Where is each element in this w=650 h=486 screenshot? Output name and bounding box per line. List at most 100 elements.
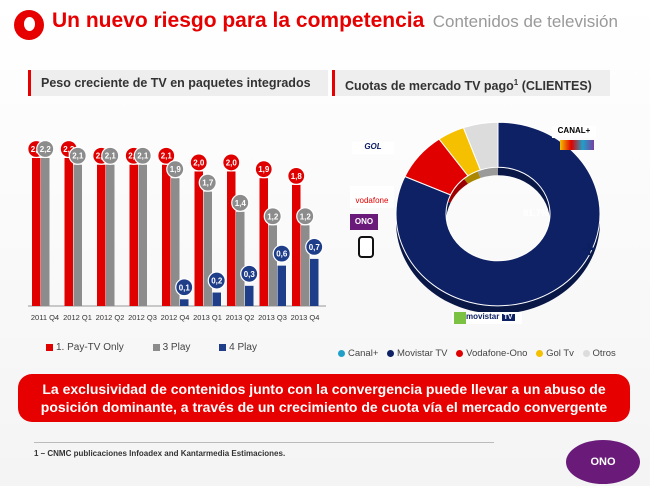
canal-logo: CANAL+	[552, 126, 596, 138]
legend-item-canal: Canal+	[338, 348, 378, 359]
data-label-2-3: 2,1	[137, 152, 149, 161]
bar-3-7	[277, 265, 286, 306]
title-subtitle: Contenidos de televisión	[432, 12, 618, 31]
data-label-bg-3-7	[272, 244, 291, 263]
pie-data-label: 81,7%	[523, 208, 549, 218]
right-section-title: Cuotas de mercado TV pago1 (CLIENTES)	[332, 70, 610, 96]
legend-item-otros: Otros	[582, 348, 616, 359]
bar-1-0	[32, 158, 41, 306]
data-label-bg-2-1	[68, 146, 87, 165]
legend-swatch-3play	[152, 343, 160, 351]
bar-1-4	[162, 164, 171, 306]
page-title: Un nuevo riesgo para la competencia Cont…	[52, 9, 618, 33]
data-label-bg-2-3	[133, 146, 152, 165]
bar-3-4	[180, 299, 189, 306]
bar-1-1	[64, 158, 73, 306]
data-label-3-8: 0,7	[309, 243, 321, 252]
movistar-logo-text: movistar	[466, 312, 500, 321]
bar-2-5	[203, 191, 212, 306]
legend-dot-movistar	[387, 349, 395, 357]
x-tick-label-6: 2013 Q2	[226, 313, 255, 322]
x-tick-label-7: 2013 Q3	[258, 313, 287, 322]
footnote: 1 – CNMC publicaciones Infoadex and Kant…	[34, 449, 286, 458]
bar-2-3	[138, 164, 147, 306]
x-tick-label-0: 2011 Q4	[31, 313, 59, 322]
data-label-3-7: 0,6	[276, 250, 288, 259]
x-tick-label-1: 2012 Q1	[63, 313, 92, 322]
legend-dot-vodafone	[456, 349, 464, 357]
data-label-1-1: 2,2	[63, 145, 75, 154]
legend-item-gol: Gol Tv	[536, 348, 574, 359]
right-section-title-sup: 1	[513, 78, 519, 87]
bar-1-5	[194, 171, 203, 306]
bar-1-8	[292, 184, 301, 306]
pie-slice-4	[462, 121, 499, 171]
plus-icon: +	[582, 236, 597, 263]
data-label-1-7: 1,9	[258, 165, 270, 174]
bar-3-6	[245, 285, 254, 306]
right-section-title-text: Cuotas de mercado TV pago	[345, 79, 514, 94]
legend-dot-otros	[582, 349, 590, 357]
data-label-1-8: 1,8	[291, 172, 303, 181]
legend-label-pay-tv: 1. Pay-TV Only	[56, 342, 124, 353]
data-label-bg-3-4	[175, 278, 194, 297]
data-label-bg-3-5	[207, 271, 226, 290]
data-label-3-4: 0,1	[179, 283, 191, 292]
x-tick-label-5: 2013 Q1	[193, 313, 222, 322]
bar-2-4	[171, 178, 180, 306]
legend-label-vodafone: Vodafone-Ono	[466, 348, 528, 359]
data-label-bg-1-7	[254, 160, 273, 179]
legend-label-gol: Gol Tv	[546, 348, 574, 359]
tivo-logo-icon	[358, 236, 374, 258]
yomvi-logo-icon	[560, 140, 594, 150]
data-label-1-5: 2,0	[193, 158, 205, 167]
pie-slice-1	[395, 121, 601, 307]
bar-1-3	[129, 164, 138, 306]
gol-logo: GOL	[352, 142, 394, 154]
x-tick-label-2: 2012 Q2	[96, 313, 125, 322]
legend-label-4play: 4 Play	[229, 342, 257, 353]
data-label-1-4: 2,1	[161, 152, 173, 161]
legend-item-pay-tv: 1. Pay-TV Only	[46, 342, 124, 353]
data-label-bg-2-0	[36, 139, 55, 159]
bar-2-2	[106, 164, 115, 306]
legend-dot-canal	[338, 349, 345, 357]
bar-3-5	[212, 292, 221, 306]
ono-brand-logo: ONO	[350, 214, 378, 230]
data-label-3-5: 0,2	[211, 277, 223, 286]
legend-item-vodafone: Vodafone-Ono	[456, 348, 527, 359]
bar-1-7	[259, 178, 268, 306]
data-label-2-7: 1,2	[267, 212, 279, 221]
title-main: Un nuevo riesgo para la competencia	[52, 9, 425, 32]
legend-label-canal: Canal+	[348, 348, 379, 359]
ono-corner-logo: ONO	[566, 440, 640, 484]
data-label-bg-2-6	[231, 193, 250, 212]
vodafone-logo-icon	[14, 10, 44, 40]
bar-2-0	[41, 158, 50, 306]
data-label-bg-2-2	[101, 146, 120, 165]
pie-legend: Canal+ Movistar TV Vodafone-Ono Gol Tv O…	[338, 348, 622, 359]
bar-legend: 1. Pay-TV Only 3 Play 4 Play	[46, 342, 283, 353]
data-label-bg-2-4	[166, 160, 185, 179]
legend-item-movistar: Movistar TV	[387, 348, 448, 359]
legend-dot-gol	[536, 349, 544, 357]
movistar-logo: movistar TV	[452, 312, 522, 324]
bar-2-1	[73, 164, 82, 306]
legend-label-movistar: Movistar TV	[397, 348, 448, 359]
footnote-divider	[34, 442, 494, 443]
legend-item-4play: 4 Play	[219, 342, 257, 353]
data-label-bg-2-7	[263, 207, 282, 226]
data-label-2-2: 2,1	[105, 152, 117, 161]
data-label-bg-1-4	[157, 146, 176, 165]
bar-2-7	[268, 225, 277, 306]
data-label-bg-2-5	[198, 173, 217, 192]
legend-label-otros: Otros	[592, 348, 616, 359]
movistar-m-icon	[454, 312, 466, 324]
left-section-title-text: Peso creciente de TV en paquetes integra…	[41, 76, 311, 90]
data-label-bg-1-8	[287, 166, 306, 186]
bar-1-6	[227, 171, 236, 306]
vodafone-brand-logo: vodafone	[350, 186, 394, 208]
data-label-bg-2-8	[296, 207, 315, 226]
